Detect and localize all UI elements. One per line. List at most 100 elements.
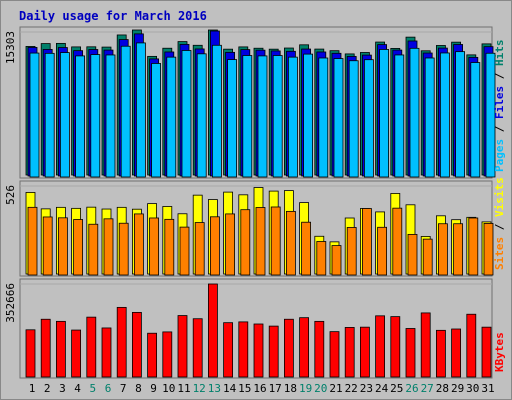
- bar-kbytes-day-20: [314, 320, 325, 378]
- bar-sites-day-10: [164, 218, 175, 276]
- bar-sites-day-16: [255, 207, 266, 276]
- bar-sites-day-24: [377, 226, 388, 276]
- bar-sites-day-8: [133, 213, 144, 276]
- x-tick-label-day-26: 26: [405, 382, 418, 395]
- bar-pages-day-3: [60, 52, 70, 178]
- bar-pages-day-17: [272, 55, 283, 178]
- bar-sites-day-11: [179, 226, 190, 276]
- bar-pages-day-9: [151, 63, 162, 178]
- bar-pages-day-22: [348, 60, 359, 178]
- x-tick-label-day-11: 11: [177, 382, 190, 395]
- bar-sites-day-3: [58, 217, 68, 276]
- x-tick-label-day-16: 16: [253, 382, 266, 395]
- bar-sites-day-13: [209, 216, 220, 276]
- x-tick-label-day-2: 2: [44, 382, 51, 395]
- bar-kbytes-day-25: [390, 316, 401, 378]
- bar-sites-day-15: [240, 209, 251, 276]
- x-tick-label-day-30: 30: [466, 382, 479, 395]
- bar-kbytes-day-24: [375, 315, 386, 378]
- x-tick-label-day-27: 27: [421, 382, 434, 395]
- bar-kbytes-day-7: [116, 306, 127, 378]
- bar-sites-day-19: [301, 221, 312, 276]
- bar-pages-day-30: [470, 62, 481, 178]
- bar-pages-day-31: [485, 52, 496, 178]
- bar-sites-day-2: [42, 216, 53, 276]
- x-tick-label-day-6: 6: [105, 382, 112, 395]
- bar-kbytes-day-22: [344, 327, 355, 378]
- bar-kbytes-day-28: [435, 329, 446, 378]
- bar-pages-day-6: [105, 54, 116, 178]
- bar-kbytes-day-12: [192, 318, 203, 378]
- bar-pages-day-21: [333, 58, 344, 178]
- y-max-label-top: 15303: [4, 31, 17, 64]
- bar-pages-day-2: [44, 52, 55, 178]
- bar-sites-day-12: [194, 222, 205, 276]
- bar-kbytes-day-31: [481, 326, 492, 378]
- bar-kbytes-day-19: [299, 317, 310, 378]
- bar-pages-day-12: [196, 53, 207, 178]
- bar-kbytes-day-18: [283, 318, 294, 378]
- bar-sites-day-14: [225, 213, 236, 276]
- x-tick-label-day-19: 19: [299, 382, 312, 395]
- bar-kbytes-day-27: [420, 312, 431, 378]
- x-tick-label-day-5: 5: [89, 382, 96, 395]
- legend-item-hits: Hits: [493, 40, 506, 67]
- bar-sites-day-7: [118, 222, 129, 276]
- bar-kbytes-day-16: [253, 323, 264, 378]
- x-tick-label-day-3: 3: [59, 382, 66, 395]
- legend-top: Pages / Files / Hits: [493, 40, 506, 173]
- x-tick-label-day-24: 24: [375, 382, 389, 395]
- x-tick-label-day-17: 17: [269, 382, 282, 395]
- chart-title: Daily usage for March 2016: [19, 9, 207, 23]
- bar-pages-day-11: [181, 50, 192, 178]
- bar-kbytes-day-1: [25, 329, 36, 378]
- bar-sites-day-27: [422, 238, 433, 276]
- bar-kbytes-day-3: [56, 320, 66, 378]
- x-tick-label-day-21: 21: [329, 382, 342, 395]
- x-tick-label-day-18: 18: [284, 382, 297, 395]
- bar-sites-day-30: [468, 217, 479, 276]
- bar-pages-day-26: [409, 47, 420, 178]
- x-tick-label-day-25: 25: [390, 382, 403, 395]
- bar-pages-day-23: [363, 59, 374, 178]
- x-tick-label-day-29: 29: [451, 382, 464, 395]
- legend-separator: /: [493, 217, 506, 237]
- bar-kbytes-day-26: [405, 328, 416, 378]
- x-tick-label-day-31: 31: [481, 382, 494, 395]
- bar-pages-day-29: [455, 51, 466, 178]
- x-tick-label-day-8: 8: [135, 382, 142, 395]
- bar-kbytes-day-11: [177, 315, 188, 378]
- bar-sites-day-29: [453, 223, 464, 276]
- legend-item-pages: Pages: [493, 139, 506, 172]
- bar-sites-day-17: [270, 206, 281, 276]
- bar-kbytes-day-14: [223, 322, 234, 378]
- y-max-label-middle: 526: [4, 185, 17, 205]
- x-tick-label-day-7: 7: [120, 382, 127, 395]
- bar-pages-day-10: [166, 56, 177, 178]
- x-tick-label-day-13: 13: [208, 382, 221, 395]
- x-tick-label-day-10: 10: [162, 382, 175, 395]
- x-tick-label-day-1: 1: [29, 382, 36, 395]
- bar-sites-day-18: [285, 210, 296, 276]
- bar-pages-day-13: [211, 44, 222, 178]
- bar-sites-day-21: [331, 245, 342, 276]
- bar-kbytes-day-30: [466, 313, 477, 378]
- bar-pages-day-15: [242, 55, 253, 178]
- bar-sites-day-23: [361, 208, 372, 276]
- x-tick-label-day-23: 23: [360, 382, 373, 395]
- bar-kbytes-day-4: [71, 329, 81, 378]
- bar-pages-day-28: [439, 52, 450, 178]
- bar-pages-day-24: [379, 49, 390, 178]
- bar-pages-day-16: [257, 55, 268, 178]
- legend-item-visits: Visits: [493, 177, 506, 217]
- bar-sites-day-25: [392, 207, 403, 276]
- bar-kbytes-day-10: [162, 331, 173, 378]
- bar-sites-day-22: [346, 227, 357, 276]
- x-tick-label-day-9: 9: [150, 382, 157, 395]
- legend-middle: Sites / Visits: [493, 177, 506, 270]
- bar-sites-day-31: [483, 222, 494, 276]
- bar-pages-day-18: [287, 56, 298, 178]
- legend-bottom: KBytes: [493, 332, 506, 372]
- bar-kbytes-day-15: [238, 321, 249, 378]
